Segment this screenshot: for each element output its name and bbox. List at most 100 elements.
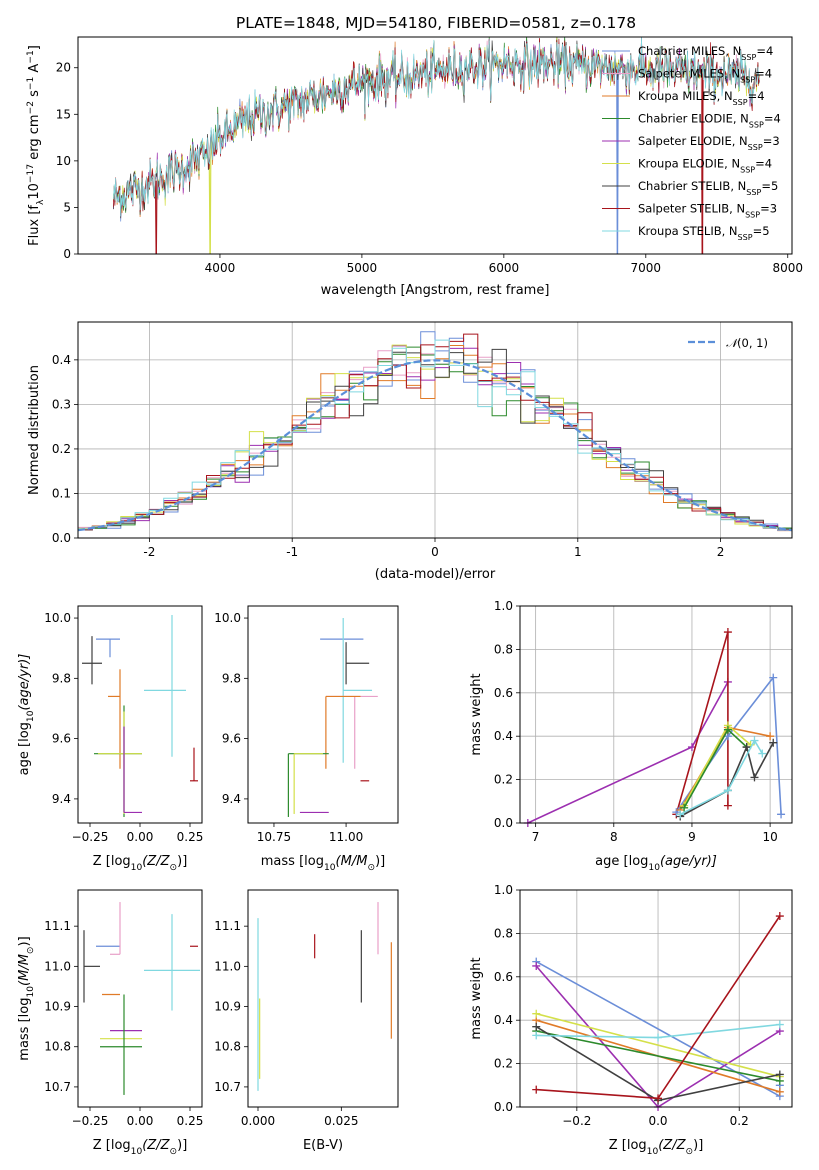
y-tick-label: 9.8 <box>52 671 71 685</box>
legend-entry-part: =5 <box>761 179 778 193</box>
weight-marker <box>680 803 689 812</box>
y-tick-label: 1.0 <box>494 883 513 897</box>
axes-spectrum: 4000 5000 6000 7000 8000 0 5 10 15 20 <box>56 61 803 275</box>
x-tick-label: 0 <box>431 545 439 559</box>
legend-entry-part: =4 <box>755 157 772 171</box>
weight-marker <box>775 1020 784 1029</box>
x-tick-label: 0.25 <box>177 1114 204 1128</box>
legend-entry-part: =4 <box>756 44 773 58</box>
figure-title: PLATE=1848, MJD=54180, FIBERID=0581, z=0… <box>236 14 636 32</box>
histogram-step <box>78 339 792 538</box>
x-tick-label: 11.00 <box>329 830 363 844</box>
weight-marker <box>769 673 778 682</box>
y-tick-label: 0.6 <box>494 970 513 984</box>
axes-age_vs_mass: 10.75 11.00 9.4 9.6 9.8 10.0 <box>214 611 363 844</box>
normal-curve <box>78 359 792 532</box>
weight_vs_Z-xlabel-part: (Z/Z <box>658 1138 686 1153</box>
y-tick-label: 10.9 <box>44 1000 71 1014</box>
weight_vs_age-xlabel: age [log10(age/yr)] <box>595 854 717 873</box>
x-tick-label: 0.0 <box>648 1114 667 1128</box>
legend-entry-part: Kroupa ELODIE, N <box>638 157 740 171</box>
weight-marker <box>750 773 759 782</box>
legend-entry: Kroupa MILES, NSSP=4 <box>638 89 765 107</box>
y-tick-label: 9.6 <box>52 732 71 746</box>
weight_vs_Z-xlabel-part: Z [log <box>609 1138 647 1153</box>
y-tick-label: 11.0 <box>44 959 71 973</box>
legend-entry-part: SSP <box>746 188 761 197</box>
x-tick-label: 10.75 <box>257 830 291 844</box>
weight-marker <box>777 810 786 819</box>
x-tick-label: 2 <box>717 545 725 559</box>
age_vs_Z-xlabel-part: ⊙ <box>170 863 178 873</box>
residual-xlabel: (data-model)/error <box>375 567 496 582</box>
x-tick-label: 0.00 <box>127 1114 154 1128</box>
weight-marker <box>758 749 767 758</box>
mass_vs_Z-ylabel-part: 10 <box>26 986 36 998</box>
legend-entry-part: =4 <box>748 89 765 103</box>
spectrum-ylabel: Flux [fλ10−17 erg cm−2 s−1 A−1] <box>26 45 46 246</box>
legend-entry: Chabrier MILES, NSSP=4 <box>638 44 773 62</box>
spectrum-ylabel-part: erg cm <box>27 114 42 163</box>
y-tick-label: 10 <box>56 154 71 168</box>
legend-entry-part: =3 <box>760 202 777 216</box>
age_vs_mass-xlabel-part: )] <box>375 854 385 869</box>
weight-marker <box>654 1094 663 1103</box>
weight-marker <box>532 1022 541 1031</box>
weight-marker <box>775 1087 784 1096</box>
x-tick-label: 0.000 <box>241 1114 275 1128</box>
x-tick-label: 9 <box>688 830 696 844</box>
y-tick-label: 9.4 <box>222 792 241 806</box>
y-tick-label: 15 <box>56 107 71 121</box>
legend-entry-part: Chabrier ELODIE, N <box>638 112 749 126</box>
age_vs_Z-xlabel-part: (Z/Z <box>142 854 170 869</box>
weight_vs_Z-xlabel: Z [log10(Z/Z⊙)] <box>609 1138 704 1157</box>
y-tick-label: 0.3 <box>52 397 71 411</box>
mass_vs_Z-ylabel: mass [log10(M/M⊙)] <box>17 936 36 1060</box>
y-tick-label: 10.9 <box>214 1000 241 1014</box>
x-tick-label: 10 <box>762 830 777 844</box>
y-tick-label: 9.8 <box>222 671 241 685</box>
axes-frame-residuals <box>77 321 793 539</box>
axes-mass_vs_Z: −0.25 0.00 0.25 10.7 10.8 10.9 11.0 11.1 <box>44 919 203 1128</box>
y-tick-label: 5 <box>63 200 71 214</box>
legend-entry: Kroupa ELODIE, NSSP=4 <box>638 157 772 175</box>
age_vs_Z-xlabel: Z [log10(Z/Z⊙)] <box>93 854 188 873</box>
legend-entry-part: (0, 1) <box>737 336 768 350</box>
weight_vs_Z-ylabel: mass weight <box>469 957 484 1039</box>
axes-age_vs_Z: −0.25 0.00 0.25 9.4 9.6 9.8 10.0 <box>44 611 203 844</box>
y-tick-label: 0.2 <box>52 442 71 456</box>
y-tick-label: 10.7 <box>214 1080 241 1094</box>
axes-frame-age_vs_mass <box>247 605 399 824</box>
weight-marker <box>532 1031 541 1040</box>
legend-entry: 𝒩(0, 1) <box>726 336 768 350</box>
y-tick-label: 20 <box>56 61 71 75</box>
legend-entry-part: Chabrier STELIB, N <box>638 179 746 193</box>
axes-frame-mass_vs_Z <box>77 889 203 1108</box>
spectrum-ylabel-part: s <box>27 90 42 101</box>
y-tick-label: 10.7 <box>44 1080 71 1094</box>
legend-entry-part: SSP <box>741 53 756 62</box>
mass_vs_Z-ylabel-part: mass [log <box>17 998 32 1061</box>
weight-line <box>536 1012 780 1078</box>
spectrum-ylabel-part: ] <box>27 45 42 50</box>
weight_vs_age-xlabel-part: (age/yr)] <box>660 854 717 869</box>
axes-frame-mass_vs_ebv <box>247 889 399 1108</box>
spectrum-xlabel: wavelength [Angstrom, rest frame] <box>321 283 550 298</box>
weight-marker <box>775 1070 784 1079</box>
weight-marker <box>766 732 775 741</box>
legend-entry-part: Salpeter STELIB, N <box>638 202 745 216</box>
y-tick-label: 0.6 <box>494 686 513 700</box>
y-tick-label: 0.4 <box>494 1013 513 1027</box>
legend-entry: Chabrier ELODIE, NSSP=4 <box>638 112 781 130</box>
y-tick-label: 1.0 <box>494 599 513 613</box>
weight-marker <box>723 725 732 734</box>
x-tick-label: 0.00 <box>127 830 154 844</box>
y-tick-label: 0.0 <box>494 1100 513 1114</box>
mass_vs_Z-xlabel-part: ⊙ <box>170 1147 178 1157</box>
y-tick-label: 9.4 <box>52 792 71 806</box>
axes-frame-age_vs_Z <box>77 605 203 824</box>
mass_vs_Z-xlabel: Z [log10(Z/Z⊙)] <box>93 1138 188 1157</box>
weight-marker <box>775 912 784 921</box>
mass_vs_Z-ylabel-part: )] <box>17 936 32 946</box>
